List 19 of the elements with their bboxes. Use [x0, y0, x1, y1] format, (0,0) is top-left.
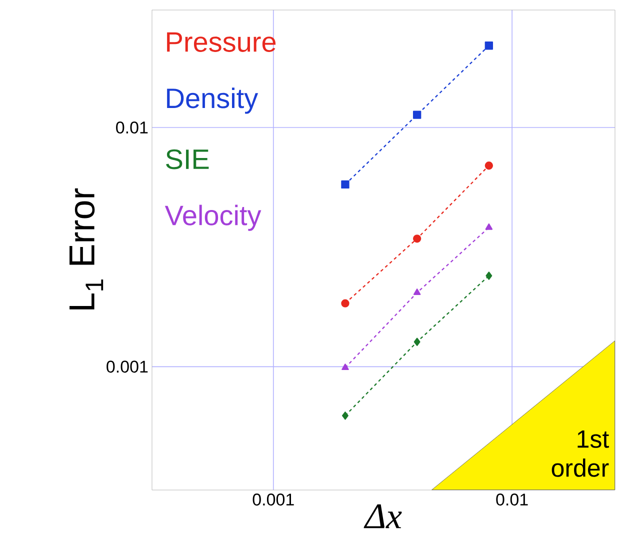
text: Velocity [164, 204, 262, 231]
point [484, 42, 494, 50]
annotation: 1st order [552, 430, 609, 477]
point [341, 180, 350, 189]
point [412, 110, 422, 119]
point [413, 288, 421, 295]
text: Pressure [167, 32, 276, 52]
point [414, 338, 420, 346]
point [342, 364, 349, 370]
point [486, 272, 492, 280]
point [342, 412, 348, 420]
point [485, 223, 493, 230]
text: SIE [166, 149, 209, 170]
point [484, 162, 494, 170]
y-axis-title: L$_{1}$ Error [70, 188, 104, 310]
point [341, 299, 350, 308]
text: Density [167, 88, 258, 114]
point [412, 234, 422, 243]
x-axis-title: Δx [364, 504, 402, 528]
